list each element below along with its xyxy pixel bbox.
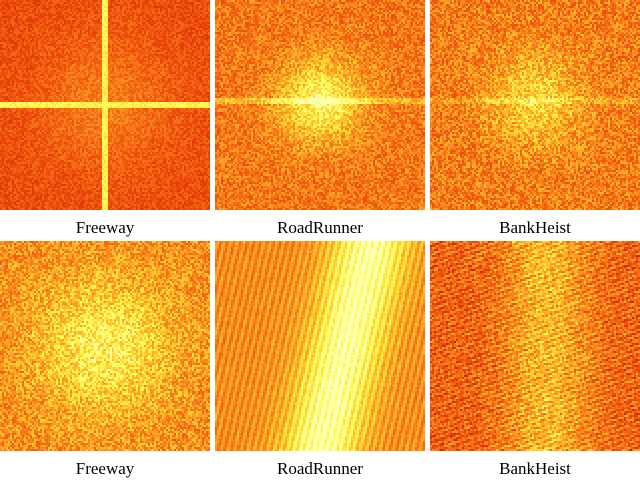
caption-bankheist-top: BankHeist [499, 218, 571, 237]
caption-roadrunner-top: RoadRunner [277, 218, 363, 237]
caption-freeway-bottom: Freeway [75, 459, 135, 478]
heatmap-bankheist-bottom [430, 241, 640, 451]
heatmap-roadrunner-bottom [215, 241, 425, 451]
heatmap-freeway-top [0, 0, 210, 210]
caption-freeway-top: Freeway [75, 218, 135, 237]
heatmap-roadrunner-top [215, 0, 425, 210]
heatmap-bankheist-top [430, 0, 640, 210]
caption-bankheist-bottom: BankHeist [499, 459, 571, 478]
heatmap-freeway-bottom [0, 241, 210, 451]
caption-roadrunner-bottom: RoadRunner [277, 459, 363, 478]
